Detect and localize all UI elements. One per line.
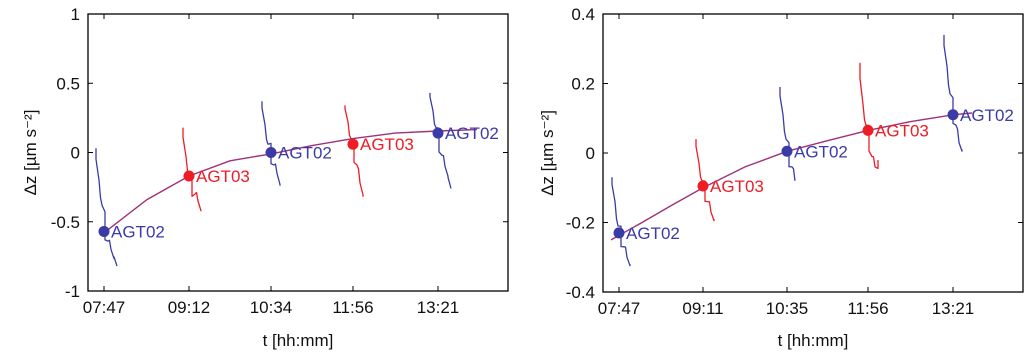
x-axis-label: t [hh:mm]: [263, 331, 334, 350]
session-marker-agt02: [432, 127, 444, 139]
y-tick-label: 1: [71, 5, 80, 24]
x-tick-label: 10:34: [250, 298, 293, 317]
x-tick-label: 11:56: [332, 298, 373, 317]
session-label: AGT02: [626, 224, 680, 243]
y-tick-label: 0.4: [571, 5, 595, 24]
trace-line-agt02: [429, 92, 452, 189]
y-tick-label: -0.5: [51, 213, 80, 232]
x-tick-label: 07:47: [83, 298, 126, 317]
session-marker-agt02: [781, 145, 793, 157]
session-marker-agt02: [98, 225, 110, 237]
x-tick-label: 10:35: [766, 299, 809, 318]
session-label: AGT03: [196, 167, 250, 186]
session-label: AGT03: [875, 121, 929, 140]
trace-line-agt03: [182, 127, 202, 212]
x-axis-label: t [hh:mm]: [778, 331, 849, 350]
session-label: AGT02: [111, 222, 165, 241]
x-tick-label: 13:21: [932, 299, 975, 318]
session-label: AGT02: [278, 144, 332, 163]
x-tick-label: 09:11: [682, 299, 723, 318]
session-label: AGT03: [710, 177, 764, 196]
y-tick-label: -0.2: [566, 214, 595, 233]
session-label: AGT02: [960, 106, 1014, 125]
session-marker-agt03: [862, 124, 874, 136]
x-tick-label: 07:47: [598, 299, 641, 318]
session-label: AGT03: [360, 135, 414, 154]
trace-line-agt02: [779, 87, 796, 181]
session-marker-agt03: [183, 170, 195, 182]
y-tick-label: -0.4: [566, 283, 595, 302]
y-tick-label: 0: [586, 144, 595, 163]
y-axis-label: Δz [µm s⁻²]: [538, 110, 557, 196]
trace-line-agt03: [695, 139, 715, 222]
plot-frame: [602, 13, 1024, 293]
fit-curve: [103, 128, 478, 234]
session-marker-agt02: [613, 227, 625, 239]
chart-left: -1 -0.5 0 0.5 1 07:47 09:12 10:34 11:56 13:21 t [h…: [21, 5, 509, 350]
session-marker-agt03: [697, 180, 709, 192]
x-tick-label: 09:12: [168, 298, 211, 317]
chart-right: -0.4 -0.2 0 0.2 0.4 07:47 09:11 10:35 11:56 13:21…: [538, 5, 1024, 350]
y-tick-label: 0.2: [571, 75, 595, 94]
session-marker-agt03: [347, 138, 359, 150]
y-tick-label: -1: [65, 282, 80, 301]
session-label: AGT02: [445, 124, 499, 143]
x-tick-label: 13:21: [417, 298, 460, 317]
plot-frame: [87, 13, 509, 292]
session-label: AGT02: [794, 142, 848, 161]
session-marker-agt02: [947, 109, 959, 121]
y-axis-label: Δz [µm s⁻²]: [21, 110, 40, 196]
y-tick-label: 0: [71, 144, 80, 163]
y-tick-label: 0.5: [56, 74, 80, 93]
trace-line-agt02: [95, 148, 118, 267]
session-marker-agt02: [265, 147, 277, 158]
trace-line-agt03: [344, 105, 364, 197]
x-tick-label: 11:56: [847, 299, 888, 318]
